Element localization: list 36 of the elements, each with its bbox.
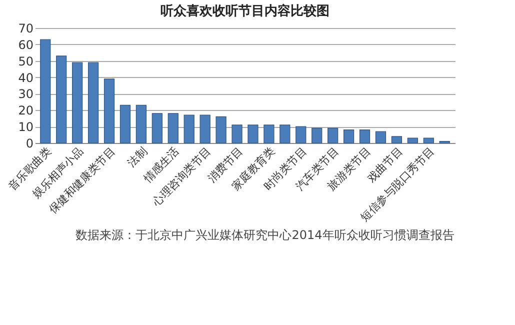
bar — [136, 104, 146, 144]
y-tick-label: 10 — [18, 120, 34, 134]
bar — [423, 138, 434, 144]
bar — [280, 124, 290, 144]
bar — [248, 124, 258, 144]
bar — [296, 126, 306, 144]
x-tick-label: 法制 — [124, 144, 150, 170]
bar — [216, 116, 226, 144]
bar — [152, 113, 162, 144]
y-tick-label: 30 — [18, 87, 34, 102]
bar — [232, 124, 242, 144]
bar — [391, 136, 402, 144]
bar — [407, 138, 418, 144]
bar — [344, 130, 354, 144]
bar — [120, 104, 131, 144]
y-tick-label: 50 — [18, 54, 34, 68]
bar — [56, 56, 67, 144]
bar — [72, 62, 83, 144]
y-tick-label: 0 — [26, 136, 34, 150]
chart-title: 听众喜欢收听节目内容比较图 — [160, 3, 330, 19]
y-tick-label: 60 — [18, 38, 34, 52]
bar — [375, 131, 386, 144]
bar — [88, 62, 99, 144]
y-tick-label: 70 — [18, 22, 34, 36]
bar — [200, 114, 210, 144]
y-tick-label: 20 — [18, 104, 34, 118]
bar — [104, 78, 115, 144]
bar — [168, 113, 178, 144]
y-tick-label: 40 — [18, 70, 34, 85]
bar — [264, 124, 274, 144]
bar — [184, 114, 194, 144]
bar — [359, 130, 370, 144]
bar — [312, 128, 322, 144]
bar — [328, 128, 338, 144]
source-note: 数据来源：于北京中广兴业媒体研究中心2014年听众收听习惯调查报告 — [76, 228, 454, 242]
bar — [40, 39, 51, 144]
